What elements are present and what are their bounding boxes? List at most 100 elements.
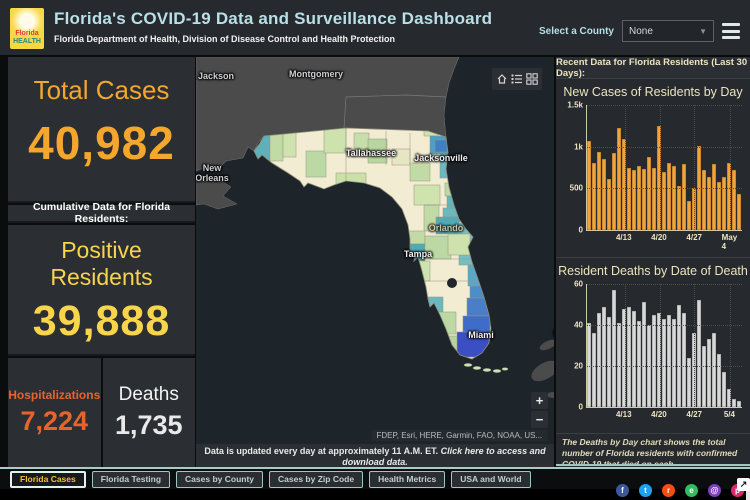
chart-bar[interactable] [687, 200, 691, 230]
y-tick-label: 60 [574, 279, 583, 289]
basemap-grid-icon[interactable] [525, 73, 538, 85]
chart-bar[interactable] [612, 290, 616, 407]
chart-bar[interactable] [672, 318, 676, 407]
facebook-icon[interactable]: f [616, 484, 629, 497]
chart-bar[interactable] [672, 166, 676, 230]
bottom-tab-bar: Florida Cases Florida Testing Cases by Cou… [0, 467, 750, 489]
chart-bar[interactable] [737, 400, 741, 407]
chart-bar[interactable] [622, 308, 626, 407]
chart-bar[interactable] [667, 314, 671, 407]
chart-bar[interactable] [697, 300, 701, 407]
evernote-icon[interactable]: e [685, 484, 698, 497]
hamburger-menu-icon[interactable] [722, 23, 740, 39]
new-cases-chart-title: New Cases of Residents by Day [563, 85, 743, 99]
chart-bar[interactable] [587, 140, 591, 230]
chart-bar[interactable] [687, 357, 691, 407]
chart-bar[interactable] [637, 166, 641, 230]
chart-bar[interactable] [727, 388, 731, 407]
chart-bar[interactable] [722, 372, 726, 407]
chart-bar[interactable] [692, 333, 696, 407]
chart-bar[interactable] [642, 302, 646, 407]
chart-bar[interactable] [627, 167, 631, 230]
deaths-chart-panel: Resident Deaths by Date of Death 60 40 20 0… [556, 258, 750, 434]
chart-bar[interactable] [652, 167, 656, 230]
twitter-icon[interactable]: t [639, 484, 652, 497]
chart-bar[interactable] [732, 170, 736, 230]
tab-cases-by-county[interactable]: Cases by County [176, 470, 264, 488]
florida-choropleth-map[interactable]: Jackson Montgomery New Orleans Tallahassee J… [195, 57, 555, 444]
recent-data-header: Recent Data for Florida Residents (Last … [556, 57, 750, 79]
chart-bar[interactable] [662, 171, 666, 230]
email-icon[interactable]: @ [708, 484, 721, 497]
chart-bar[interactable] [592, 162, 596, 230]
chart-bar[interactable] [707, 339, 711, 407]
chart-bar[interactable] [702, 170, 706, 230]
reddit-icon[interactable]: r [662, 484, 675, 497]
chart-bar[interactable] [647, 325, 651, 407]
chart-bar[interactable] [722, 177, 726, 230]
chart-bar[interactable] [712, 333, 716, 407]
chart-bar[interactable] [602, 306, 606, 407]
x-tick-label: 4/27 [686, 410, 702, 419]
share-icon[interactable]: ↗ [737, 478, 750, 491]
chart-bar[interactable] [607, 316, 611, 407]
new-cases-chart-panel: New Cases of Residents by Day 1.5k 1k 500 0… [556, 79, 750, 258]
chart-bar[interactable] [637, 320, 641, 407]
chart-bar[interactable] [617, 127, 621, 230]
chart-bar[interactable] [617, 322, 621, 407]
y-tick-label: 0 [578, 225, 583, 235]
chart-bar[interactable] [592, 333, 596, 407]
chart-bar[interactable] [682, 312, 686, 407]
cumulative-strip: Cumulative Data for Florida Residents: [8, 201, 195, 225]
chart-bar[interactable] [632, 170, 636, 230]
tab-usa-and-world[interactable]: USA and World [451, 470, 531, 488]
chart-bar[interactable] [587, 322, 591, 407]
sun-icon [19, 13, 35, 29]
chart-bar[interactable] [597, 312, 601, 407]
x-tick-label: 4/20 [651, 233, 667, 242]
chart-bar[interactable] [652, 314, 656, 407]
chart-bar[interactable] [717, 181, 721, 230]
chart-bar[interactable] [597, 151, 601, 230]
zoom-in-button[interactable]: + [531, 392, 548, 409]
bottom-stats-row: Hospitalizations 7,224 Deaths 1,735 [8, 358, 195, 467]
chart-bar[interactable] [667, 162, 671, 230]
tab-florida-cases[interactable]: Florida Cases [10, 470, 86, 488]
chart-bar[interactable] [607, 179, 611, 230]
chart-bar[interactable] [717, 353, 721, 407]
chart-bar[interactable] [732, 398, 736, 407]
chart-bar[interactable] [712, 164, 716, 230]
chart-bar[interactable] [702, 345, 706, 407]
y-tick-label: 500 [569, 183, 583, 193]
chart-bar[interactable] [657, 126, 661, 230]
chart-bar[interactable] [727, 163, 731, 230]
home-icon[interactable] [496, 73, 508, 85]
chart-bar[interactable] [647, 157, 651, 230]
chart-bar[interactable] [627, 306, 631, 407]
chart-bar[interactable] [677, 304, 681, 407]
tab-cases-by-zip-code[interactable]: Cases by Zip Code [269, 470, 364, 488]
x-tick-label: 4/13 [615, 410, 632, 419]
chart-bar[interactable] [677, 186, 681, 230]
chart-bar[interactable] [682, 164, 686, 230]
x-tick-label: 5/4 [723, 410, 735, 419]
chart-bar[interactable] [697, 146, 701, 230]
chart-bar[interactable] [602, 159, 606, 230]
tab-florida-testing[interactable]: Florida Testing [91, 470, 171, 488]
chart-bar[interactable] [612, 153, 616, 230]
chart-bar[interactable] [707, 177, 711, 230]
chart-bar[interactable] [737, 194, 741, 230]
chart-bar[interactable] [622, 139, 626, 230]
y-tick-label: 1.5k [567, 100, 583, 110]
county-select[interactable]: None ▼ [622, 20, 714, 42]
chart-bar[interactable] [662, 318, 666, 407]
tab-health-metrics[interactable]: Health Metrics [369, 470, 446, 488]
download-data-link[interactable]: Click here to access and download data. [342, 446, 546, 467]
chart-bar[interactable] [632, 310, 636, 407]
chart-bar[interactable] [657, 312, 661, 407]
header-titles: Florida's COVID-19 Data and Surveillance… [54, 9, 492, 44]
chart-bar[interactable] [642, 168, 646, 230]
legend-icon[interactable] [511, 73, 523, 85]
chart-bar[interactable] [692, 187, 696, 230]
zoom-out-button[interactable]: − [531, 411, 548, 428]
